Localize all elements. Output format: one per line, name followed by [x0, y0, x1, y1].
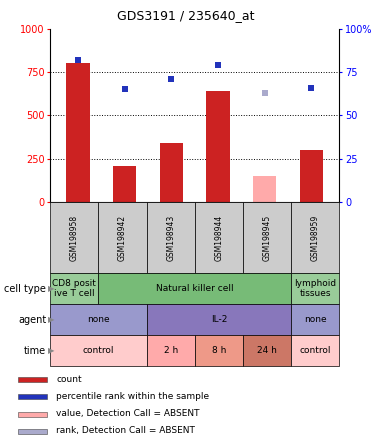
Bar: [98, 202, 147, 273]
Text: lymphoid
tissues: lymphoid tissues: [294, 279, 336, 298]
Text: control: control: [83, 346, 114, 355]
Bar: [18, 394, 47, 399]
Text: GSM198942: GSM198942: [118, 214, 127, 261]
Text: ▶: ▶: [48, 346, 55, 355]
Text: none: none: [87, 315, 109, 324]
Text: GSM198944: GSM198944: [214, 214, 223, 261]
Bar: [291, 335, 339, 366]
Text: CD8 posit
ive T cell: CD8 posit ive T cell: [52, 279, 96, 298]
Text: rank, Detection Call = ABSENT: rank, Detection Call = ABSENT: [56, 426, 195, 436]
Bar: [50, 335, 147, 366]
Text: count: count: [56, 375, 82, 384]
Text: GSM198958: GSM198958: [70, 214, 79, 261]
Text: percentile rank within the sample: percentile rank within the sample: [56, 392, 210, 401]
Bar: [291, 273, 339, 304]
Bar: [147, 202, 195, 273]
Bar: [291, 202, 339, 273]
Bar: [243, 202, 291, 273]
Text: cell type: cell type: [4, 284, 46, 293]
Bar: [50, 304, 147, 335]
Bar: [147, 304, 291, 335]
Text: GSM198943: GSM198943: [166, 214, 175, 261]
Bar: [18, 429, 47, 434]
Bar: [206, 91, 230, 202]
Bar: [300, 150, 323, 202]
Text: control: control: [300, 346, 331, 355]
Text: 24 h: 24 h: [257, 346, 277, 355]
Bar: [18, 377, 47, 382]
Bar: [113, 166, 137, 202]
Bar: [291, 304, 339, 335]
Bar: [98, 273, 291, 304]
Bar: [160, 143, 183, 202]
Text: 8 h: 8 h: [212, 346, 226, 355]
Bar: [66, 63, 90, 202]
Text: IL-2: IL-2: [211, 315, 227, 324]
Text: GSM198959: GSM198959: [311, 214, 320, 261]
Bar: [253, 176, 276, 202]
Text: GDS3191 / 235640_at: GDS3191 / 235640_at: [117, 9, 254, 22]
Bar: [18, 412, 47, 416]
Bar: [50, 202, 98, 273]
Text: ▶: ▶: [48, 315, 55, 324]
Text: value, Detection Call = ABSENT: value, Detection Call = ABSENT: [56, 409, 200, 418]
Text: agent: agent: [18, 315, 46, 325]
Text: 2 h: 2 h: [164, 346, 178, 355]
Bar: [195, 335, 243, 366]
Text: ▶: ▶: [48, 284, 55, 293]
Text: time: time: [24, 346, 46, 356]
Bar: [243, 335, 291, 366]
Text: none: none: [304, 315, 326, 324]
Bar: [147, 335, 195, 366]
Bar: [195, 202, 243, 273]
Text: GSM198945: GSM198945: [263, 214, 272, 261]
Bar: [50, 273, 98, 304]
Text: Natural killer cell: Natural killer cell: [156, 284, 234, 293]
